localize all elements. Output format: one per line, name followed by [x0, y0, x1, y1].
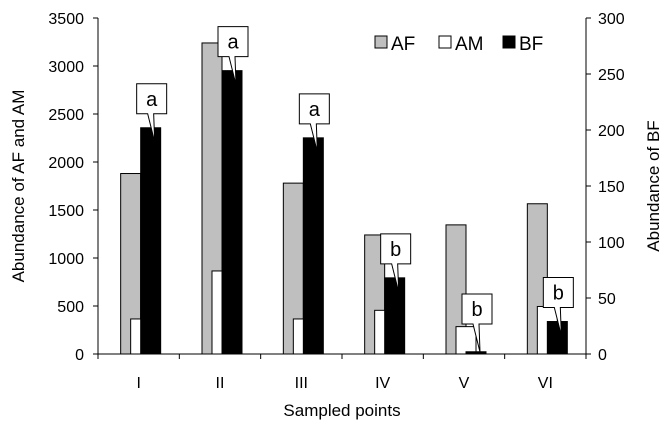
significance-letter: b: [553, 283, 564, 305]
bars-layer: [120, 42, 568, 355]
x-tick-label: III: [295, 375, 308, 392]
bar-bf: [140, 127, 162, 355]
y-left-tick-label: 500: [57, 299, 84, 316]
legend-label-bf: BF: [519, 34, 543, 55]
x-tick-label: IV: [375, 375, 390, 392]
significance-letter: a: [227, 32, 239, 54]
bar-am: [455, 326, 477, 355]
bar-bf: [302, 137, 324, 355]
y-axis-right-title: Abundance of BF: [644, 120, 663, 251]
legend-swatch-bf: [502, 35, 516, 49]
x-tick-label: II: [216, 375, 225, 392]
y-axis-left-title: Abundance of AF and AM: [9, 90, 28, 283]
y-right-tick-label: 100: [598, 235, 625, 252]
y-right-tick-label: 50: [598, 291, 616, 308]
y-right-tick-label: 250: [598, 67, 625, 84]
significance-callout: [380, 233, 412, 292]
significance-letter: a: [309, 99, 321, 121]
y-left-tick-label: 2500: [48, 107, 84, 124]
y-right-tick-label: 0: [598, 347, 607, 364]
y-left-tick-label: 1500: [48, 203, 84, 220]
legend-swatch-af: [374, 35, 388, 49]
significance-letter: b: [471, 299, 482, 321]
bar-bf: [546, 321, 568, 355]
legend-swatch-am: [438, 35, 452, 49]
callouts-layer: a a a b b b: [136, 26, 574, 353]
significance-callout: [461, 293, 493, 353]
legend-label-af: AF: [391, 34, 415, 55]
bar-bf: [384, 277, 406, 355]
significance-callout: [298, 93, 330, 152]
significance-callout: [217, 26, 249, 85]
legend-label-am: AM: [455, 34, 484, 55]
y-right-tick-label: 200: [598, 123, 625, 140]
y-right-tick-label: 300: [598, 11, 625, 28]
bar-bf: [221, 70, 243, 355]
y-left-tick-label: 3000: [48, 59, 84, 76]
y-left-tick-label: 2000: [48, 155, 84, 172]
ticks-layer: 0 500 1000 1500 2000 2500 3000 3500 0 50 100 150 200…: [48, 11, 624, 392]
legend: AF AM BF: [374, 34, 543, 55]
y-left-tick-label: 0: [75, 347, 84, 364]
significance-callout: [542, 277, 574, 336]
axes-layer: [97, 18, 587, 355]
significance-letter: a: [146, 89, 158, 111]
significance-callout: [136, 83, 168, 142]
x-tick-label: I: [136, 375, 140, 392]
y-left-tick-label: 1000: [48, 251, 84, 268]
x-axis-title: Sampled points: [283, 401, 400, 420]
y-left-tick-label: 3500: [48, 11, 84, 28]
x-tick-label: V: [459, 375, 470, 392]
x-tick-label: VI: [538, 375, 553, 392]
y-right-tick-label: 150: [598, 179, 625, 196]
significance-letter: b: [390, 239, 401, 261]
